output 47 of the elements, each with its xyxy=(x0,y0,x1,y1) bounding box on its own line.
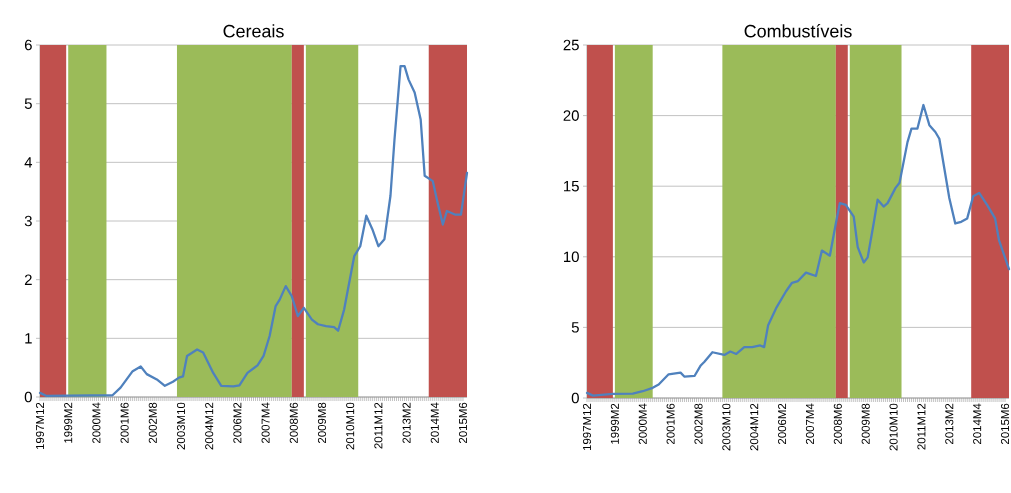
y-tick-label: 25 xyxy=(563,39,579,51)
x-tick-label: 2010M10 xyxy=(346,402,355,450)
y-tick-label: 1 xyxy=(25,333,32,344)
y-tick-label: 0 xyxy=(24,391,32,403)
x-tick-label: 1999M2 xyxy=(610,403,619,444)
x-tick-label: 1997M12 xyxy=(35,402,45,450)
chart-title: Cereais xyxy=(223,24,284,38)
x-tick-label: 2013M2 xyxy=(945,403,954,445)
x-tick-label: 2011M12 xyxy=(917,403,926,450)
x-tick-label: 2009M8 xyxy=(317,402,327,444)
x-tick-label: 1999M2 xyxy=(64,402,73,443)
x-tick-label: 2008M6 xyxy=(289,402,298,444)
chart-title: Combustíveis xyxy=(744,24,852,38)
x-tick-label: 2001M6 xyxy=(666,403,675,445)
y-tick-label: 4 xyxy=(24,157,33,168)
x-tick-label: 2004M12 xyxy=(205,402,214,450)
x-tick-label: 2015M6 xyxy=(458,402,468,444)
y-tick-label: 2 xyxy=(24,274,32,285)
x-tick-label: 2007M4 xyxy=(805,403,815,445)
x-tick-label: 2011M12 xyxy=(374,402,383,449)
x-tick-label: 1997M12 xyxy=(582,403,592,451)
y-tick-label: 20 xyxy=(563,110,579,121)
x-tick-label: 2002M8 xyxy=(148,402,157,444)
x-tick-label: 2003M10 xyxy=(722,403,731,451)
x-tick-label: 2003M10 xyxy=(176,402,186,450)
x-tick-label: 2002M8 xyxy=(694,403,703,445)
x-tick-label: 2013M2 xyxy=(402,402,411,444)
x-tick-label: 2000M4 xyxy=(92,402,101,444)
y-tick-label: 3 xyxy=(24,215,32,227)
y-tick-label: 5 xyxy=(24,98,32,109)
x-tick-label: 2014M4 xyxy=(430,402,439,444)
y-tick-label: 5 xyxy=(571,322,579,333)
x-tick-label: 2010M10 xyxy=(889,403,898,451)
x-tick-label: 2001M6 xyxy=(120,402,129,444)
x-tick-label: 2000M4 xyxy=(638,403,647,445)
x-tick-label: 2014M4 xyxy=(973,403,982,445)
y-tick-label: 15 xyxy=(564,180,579,192)
y-tick-label: 6 xyxy=(24,39,32,51)
x-tick-label: 2015M6 xyxy=(1000,403,1010,445)
x-tick-label: 2004M12 xyxy=(750,403,759,451)
y-tick-label: 10 xyxy=(564,251,579,263)
y-tick-label: 0 xyxy=(571,392,579,404)
x-tick-label: 2006M2 xyxy=(233,402,242,444)
x-tick-label: 2009M8 xyxy=(861,403,870,445)
x-tick-label: 2008M6 xyxy=(833,403,842,445)
x-tick-label: 2006M2 xyxy=(778,403,787,445)
x-tick-label: 2007M4 xyxy=(261,402,270,444)
